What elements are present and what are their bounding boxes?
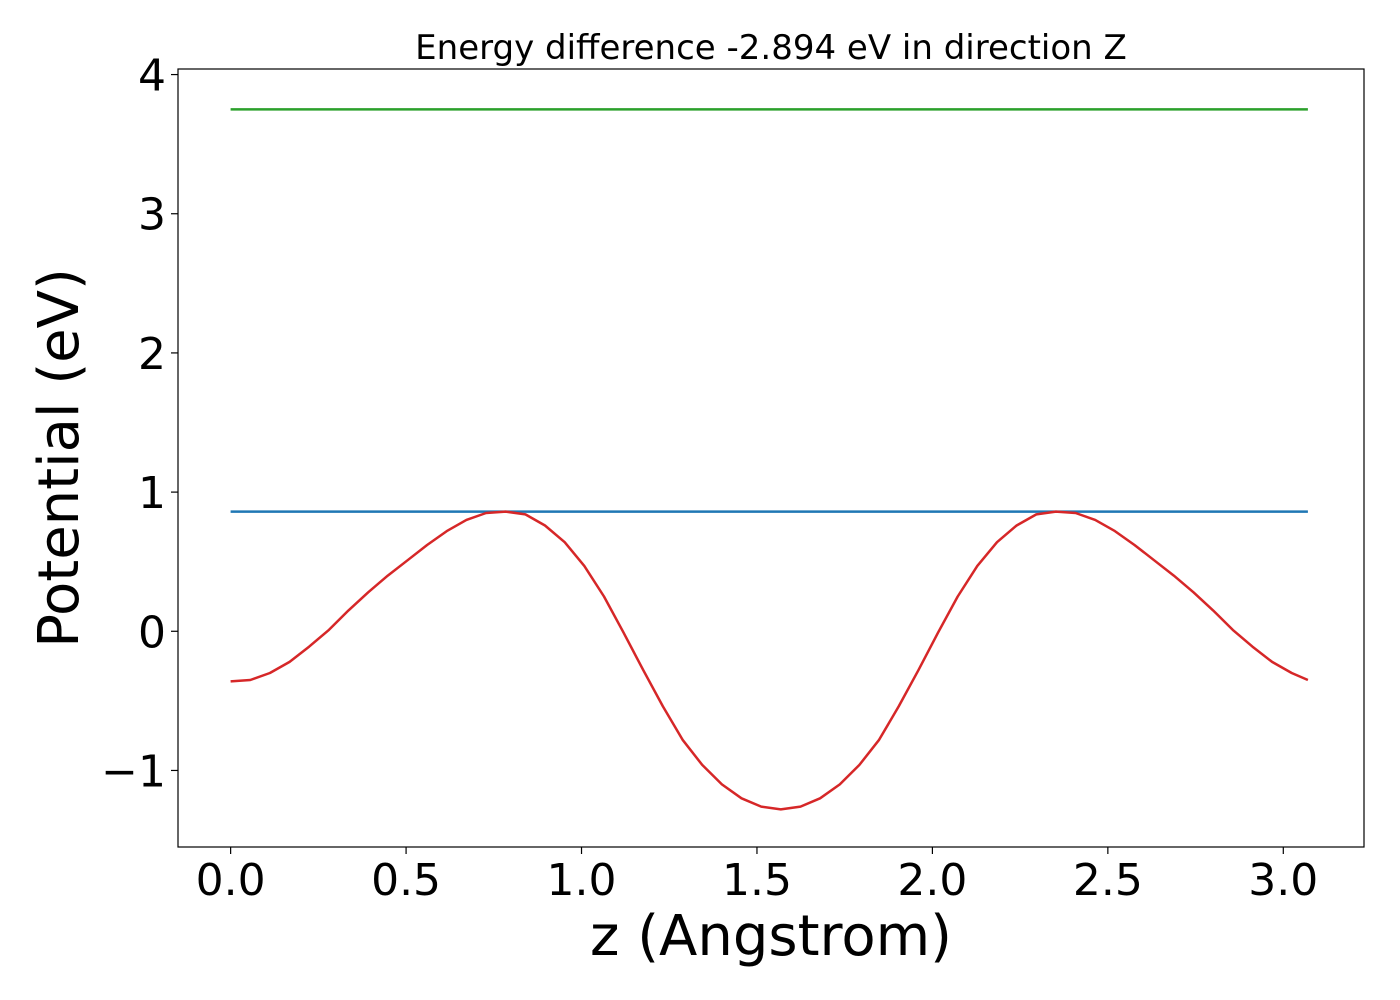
y-tick-label: 1: [138, 468, 166, 519]
chart-title: Energy difference -2.894 eV in direction…: [415, 28, 1127, 68]
plot-area: [178, 69, 1364, 847]
x-tick-label: 2.5: [1073, 855, 1143, 906]
y-tick-label: 2: [138, 329, 166, 380]
y-tick-label: 4: [138, 51, 166, 102]
x-tick-label: 1.5: [722, 855, 792, 906]
x-tick-label: 0.0: [196, 855, 266, 906]
x-tick-label: 1.0: [547, 855, 617, 906]
y-axis: −1 0 1 2 3 4: [101, 51, 178, 797]
plot-frame: [177, 68, 1365, 848]
y-axis-label: Potential (eV): [27, 268, 92, 648]
x-tick-label: 2.0: [897, 855, 967, 906]
x-axis-label: z (Angstrom): [590, 904, 952, 969]
y-tick-label: 0: [138, 607, 166, 658]
series-line-2: [230, 510, 1309, 811]
y-tick-label: 3: [138, 190, 166, 241]
y-tick-label: −1: [101, 746, 166, 797]
series-layer: [230, 108, 1309, 811]
x-tick-label: 0.5: [371, 855, 441, 906]
x-axis: 0.0 0.5 1.0 1.5 2.0 2.5 3.0: [196, 847, 1318, 906]
x-tick-label: 3.0: [1248, 855, 1318, 906]
